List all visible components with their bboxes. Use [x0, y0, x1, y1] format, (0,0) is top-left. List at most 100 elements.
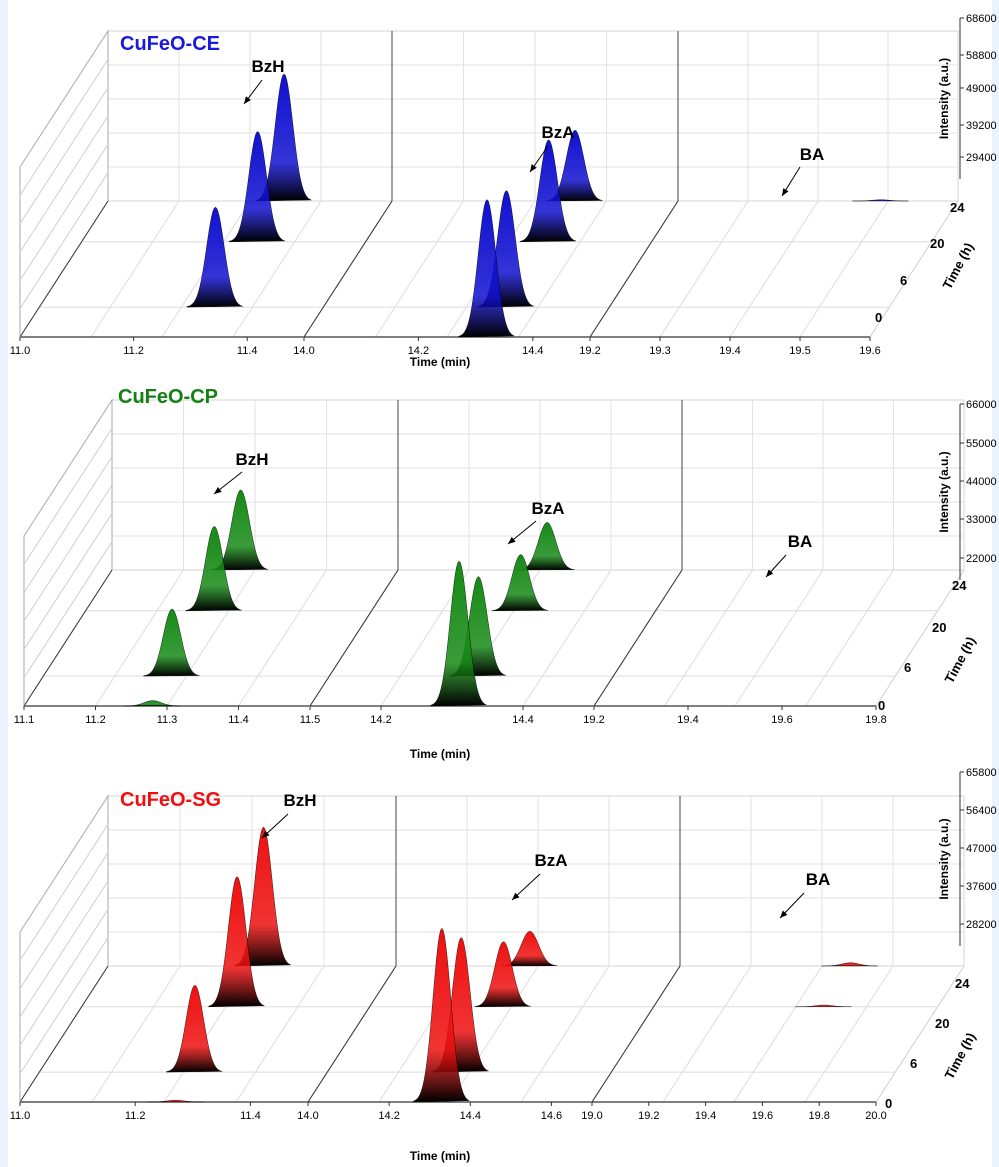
depth-axis-line: [591, 965, 681, 1103]
depth-axis-line: [303, 200, 393, 338]
x-tick-label: 11.4: [237, 345, 258, 357]
z-tick-label: 68600: [966, 13, 997, 25]
peak-label-bza: BzA: [531, 499, 564, 518]
peak-label-bza: BzA: [541, 123, 574, 142]
peak-bzh-t1: [143, 608, 200, 677]
annotation-arrowhead: [512, 892, 520, 900]
x-tick-label: 11.0: [10, 345, 31, 357]
annotation-arrowhead: [508, 536, 516, 544]
floor-gridline: [664, 569, 753, 707]
peak-label-ba: BA: [788, 532, 813, 551]
left-wall-gridline: [19, 937, 109, 1074]
peak-label-ba: BA: [800, 145, 825, 164]
z-axis-title: Intensity (a.u.): [937, 451, 951, 532]
z-tick-label: 29400: [966, 152, 997, 164]
x-axis-title: Time (min): [410, 747, 470, 761]
peak-bza-t0: [413, 927, 470, 1103]
peak-label-bzh: BzH: [283, 791, 316, 810]
z-tick-label: 55000: [966, 438, 997, 450]
panel-title: CuFeO-SG: [120, 789, 221, 811]
left-wall-gridline: [19, 852, 109, 989]
depth-axis-line: [309, 569, 399, 707]
depth-axis-line: [23, 569, 113, 707]
x-tick-label: 20.0: [865, 1110, 886, 1122]
x-tick-label: 11.4: [228, 714, 249, 726]
depth-axis-line: [19, 965, 109, 1103]
left-wall-gridline: [19, 880, 109, 1018]
peak-bzh-t0: [146, 1100, 203, 1103]
x-tick-label: 19.6: [752, 1110, 773, 1122]
left-wall-gridline: [19, 909, 109, 1046]
floor-gridline: [375, 200, 464, 338]
panel-title: CuFeO-CP: [118, 386, 218, 408]
depth-axis-line: [589, 200, 679, 338]
t-tick-label: 24: [952, 578, 967, 593]
annotation-arrowhead: [782, 188, 789, 196]
floor-gridline: [232, 200, 322, 338]
t-tick-label: 20: [930, 236, 944, 251]
grid-segment-2: 19.2 19.3 19.4 19.5 19.6: [579, 30, 959, 357]
x-tick-label: 14.2: [378, 1110, 399, 1122]
t-tick-label: 20: [932, 620, 946, 635]
depth-axis-line: [19, 200, 109, 338]
x-tick-label: 19.4: [695, 1110, 716, 1122]
floor-gridline: [659, 200, 749, 338]
depth-axis-line: [307, 965, 397, 1103]
x-tick-label: 19.0: [581, 1110, 602, 1122]
peak-bzh-t1: [166, 984, 223, 1073]
left-wall-gridline: [23, 484, 113, 622]
x-tick-label: 14.4: [460, 1110, 481, 1122]
left-wall-gridline: [19, 87, 109, 224]
floor-gridline: [449, 965, 539, 1103]
x-tick-label: 11.2: [125, 1110, 146, 1122]
peak-ba-t3: [852, 199, 909, 202]
z-tick-label: 47000: [966, 843, 997, 855]
peak-bza-t2: [519, 139, 577, 243]
x-tick-label: 11.4: [240, 1110, 261, 1122]
chart-panel-cufeo-cp: 11.1 11.2 11.3 11.4 11.5 14.2 14.4 19.2 19.4 19.6…: [8, 372, 997, 762]
t-tick-label: 20: [935, 1016, 949, 1031]
grid-segment-0: 11.1 11.2 11.3 11.4 11.5: [14, 399, 399, 726]
x-tick-label: 19.8: [865, 714, 886, 726]
left-wall-gridline: [19, 172, 109, 309]
x-tick-label: 14.6: [541, 1110, 562, 1122]
peak-ba-t3: [821, 962, 878, 967]
z-axis-title: Intensity (a.u.): [937, 818, 951, 899]
x-tick-label: 11.2: [123, 345, 144, 357]
z-tick-label: 33000: [966, 514, 997, 526]
x-tick-label: 19.5: [789, 345, 810, 357]
z-tick-label: 28200: [966, 919, 997, 931]
x-tick-label: 11.2: [85, 714, 106, 726]
x-tick-label: 19.8: [808, 1110, 829, 1122]
floor-gridline: [95, 569, 184, 707]
floor-gridline: [235, 965, 325, 1103]
x-tick-label: 14.2: [370, 714, 391, 726]
peak-ba-t2: [795, 1004, 852, 1008]
x-tick-label: 14.4: [522, 345, 543, 357]
floor-gridline: [166, 569, 256, 707]
left-wall-gridline: [23, 513, 113, 650]
t-tick-label: 0: [885, 1096, 892, 1111]
z-tick-label: 66000: [966, 399, 997, 411]
floor-gridline: [520, 965, 610, 1103]
peak-bza-t2: [491, 554, 549, 612]
z-tick-label: 44000: [966, 476, 997, 488]
left-wall-gridline: [23, 428, 113, 565]
floor-gridline: [518, 200, 607, 338]
peak-bzh-t2: [208, 876, 265, 1008]
z-axis-title: Intensity (a.u.): [937, 58, 951, 139]
chart-panel-cufeo-ce: 11.0 11.2 11.4 14.0 14.2 14.4 19.2 19.3 19.4 19.5…: [8, 0, 997, 372]
peak-bzh-t1: [186, 206, 243, 308]
floor-gridline: [90, 200, 180, 338]
x-tick-label: 14.0: [297, 1110, 318, 1122]
floor-gridline: [378, 965, 468, 1103]
z-tick-label: 39200: [966, 120, 997, 132]
floor-gridline: [238, 569, 327, 707]
left-wall-gridline: [19, 824, 109, 961]
x-tick-label: 19.2: [579, 345, 600, 357]
peak-bza-t0: [430, 560, 487, 707]
x-tick-label: 11.0: [10, 1110, 31, 1122]
floor-gridline: [805, 569, 894, 707]
panel-title: CuFeO-CE: [120, 33, 220, 55]
floor-gridline: [729, 200, 819, 338]
